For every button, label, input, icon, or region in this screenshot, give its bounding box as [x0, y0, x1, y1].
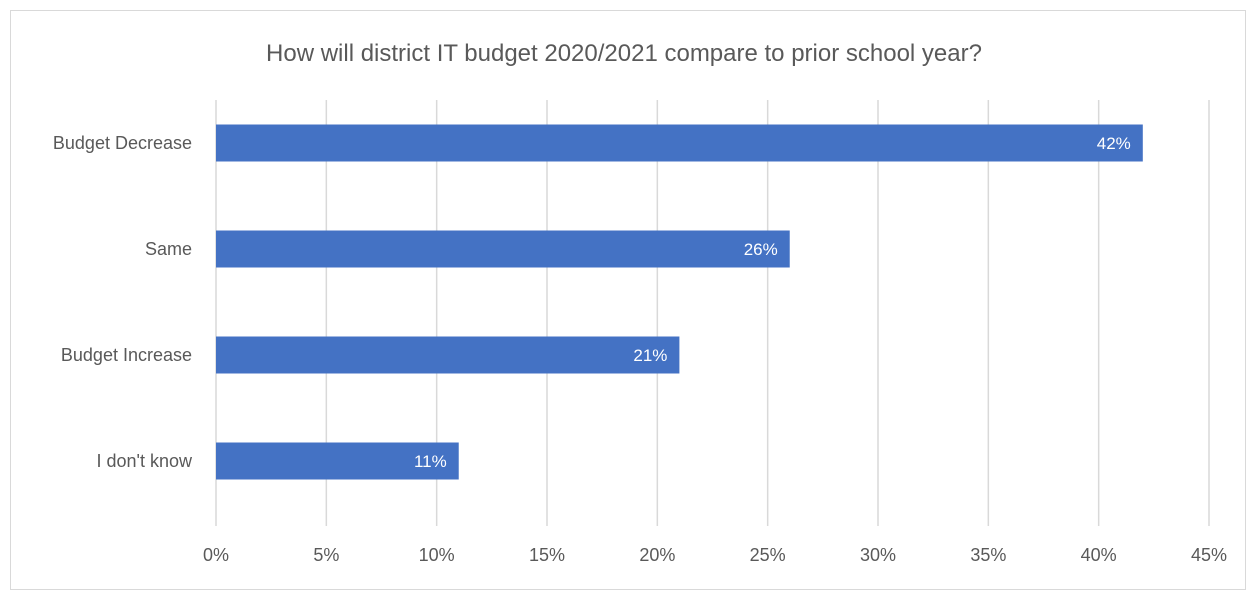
x-tick-label: 5% [313, 545, 339, 565]
x-tick-label: 0% [203, 545, 229, 565]
x-tick-label: 45% [1191, 545, 1227, 565]
category-label: Budget Increase [61, 345, 192, 365]
bar [216, 124, 1143, 162]
x-tick-label: 35% [970, 545, 1006, 565]
data-label: 26% [744, 240, 778, 259]
category-label: Budget Decrease [53, 133, 192, 153]
chart-title: How will district IT budget 2020/2021 co… [266, 40, 982, 67]
data-label: 21% [633, 346, 667, 365]
bars [216, 124, 1143, 480]
labels: 0% 5% 10% 15% 20% 25% 30% 35% 40% 45% Budget Decre… [53, 133, 1227, 565]
data-label: 42% [1097, 134, 1131, 153]
data-label: 11% [414, 452, 447, 471]
bar [216, 442, 459, 480]
x-tick-label: 25% [750, 545, 786, 565]
x-tick-label: 40% [1081, 545, 1117, 565]
bar [216, 336, 680, 374]
category-label: I don't know [97, 451, 193, 471]
x-tick-label: 30% [860, 545, 896, 565]
category-label: Same [145, 239, 192, 259]
bar [216, 230, 790, 268]
x-tick-label: 20% [639, 545, 675, 565]
x-tick-label: 15% [529, 545, 565, 565]
x-tick-label: 10% [419, 545, 455, 565]
